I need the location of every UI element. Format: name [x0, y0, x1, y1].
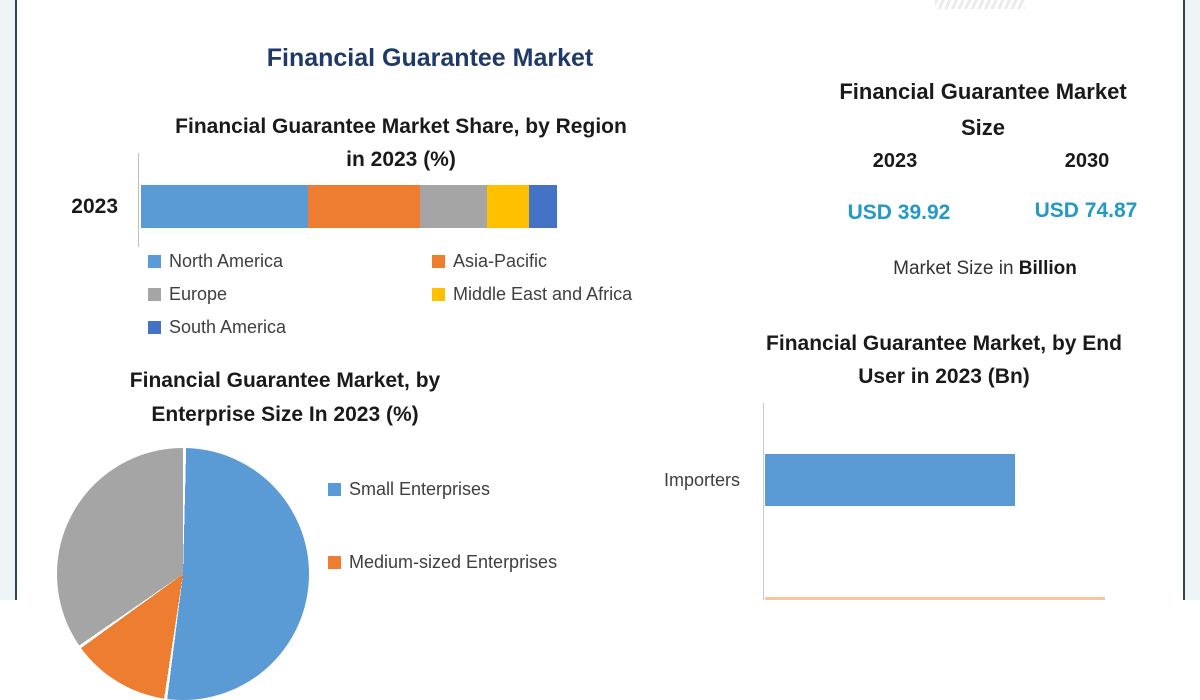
pie-chart [57, 448, 309, 700]
region-chart-title-line2: in 2023 (%) [346, 148, 456, 171]
legend-swatch-icon [328, 556, 341, 569]
bar-segment-south-america [528, 185, 557, 228]
legend-label: North America [169, 251, 284, 271]
legend-label: Medium-sized Enterprises [349, 552, 558, 572]
enduser-bar-importers [765, 454, 1015, 506]
watermark-fragment [935, 0, 1025, 9]
legend-label: Europe [169, 284, 228, 304]
page-title: Financial Guarantee Market [266, 44, 594, 72]
region-stacked-bar [141, 185, 557, 228]
market-size-caption-unit: Billion [1018, 258, 1077, 279]
region-chart-axis-label: 2023 [71, 195, 118, 218]
legend-swatch-icon [148, 321, 161, 334]
market-size-title-line2: Size [960, 115, 1006, 140]
pie-chart-title: Financial Guarantee Market, by Enterpris… [60, 364, 510, 432]
pie-chart-title-line2: Enterprise Size In 2023 (%) [151, 403, 419, 426]
legend-label: Middle East and Africa [453, 284, 633, 304]
page-margin-right [1185, 0, 1200, 600]
legend-item-middle-east-africa: Middle East and Africa [432, 284, 632, 305]
legend-swatch-icon [432, 288, 445, 301]
legend-item-south-america: South America [148, 317, 286, 338]
bar-segment-europe [419, 185, 487, 228]
bar-segment-north-america [141, 185, 308, 228]
pie-chart-title-line1: Financial Guarantee Market, by [129, 369, 441, 392]
legend-label: Small Enterprises [349, 479, 491, 499]
legend-label: Asia-Pacific [453, 251, 548, 271]
market-size-value-2023: USD 39.92 [847, 201, 951, 224]
enduser-chart-title-line2: User in 2023 (Bn) [858, 365, 1030, 388]
frame-border-right [1183, 0, 1185, 600]
market-size-title: Financial Guarantee Market Size [798, 74, 1168, 146]
market-size-year-2030: 2030 [1064, 150, 1110, 172]
enduser-next-bar-fragment [765, 597, 1105, 600]
legend-item-europe: Europe [148, 284, 227, 305]
legend-item-small-enterprises: Small Enterprises [328, 479, 490, 500]
market-size-caption-prefix: Market Size in [893, 258, 1019, 279]
enduser-chart-title: Financial Guarantee Market, by End User … [719, 327, 1169, 393]
market-size-caption: Market Size in Billion [820, 258, 1150, 280]
enduser-category-label: Importers [663, 470, 740, 490]
market-size-value-2030: USD 74.87 [1034, 199, 1138, 222]
legend-swatch-icon [328, 483, 341, 496]
enduser-chart-y-axis [763, 403, 764, 600]
legend-swatch-icon [148, 288, 161, 301]
legend-item-asia-pacific: Asia-Pacific [432, 251, 547, 272]
region-chart-title-line1: Financial Guarantee Market Share, by Reg… [175, 115, 627, 138]
page-margin-left [0, 0, 15, 600]
legend-item-north-america: North America [148, 251, 283, 272]
enduser-chart-title-line1: Financial Guarantee Market, by End [766, 332, 1122, 355]
frame-border-left [15, 0, 17, 600]
bar-segment-middle-east-africa [486, 185, 529, 228]
region-chart-y-axis [138, 153, 139, 247]
legend-swatch-icon [148, 255, 161, 268]
legend-label: South America [169, 317, 287, 337]
legend-swatch-icon [432, 255, 445, 268]
market-size-year-2023: 2023 [872, 150, 918, 172]
bar-segment-asia-pacific [307, 185, 420, 228]
legend-item-medium-enterprises: Medium-sized Enterprises [328, 552, 557, 573]
market-size-title-line1: Financial Guarantee Market [839, 79, 1127, 104]
region-chart-title: Financial Guarantee Market Share, by Reg… [121, 110, 681, 176]
